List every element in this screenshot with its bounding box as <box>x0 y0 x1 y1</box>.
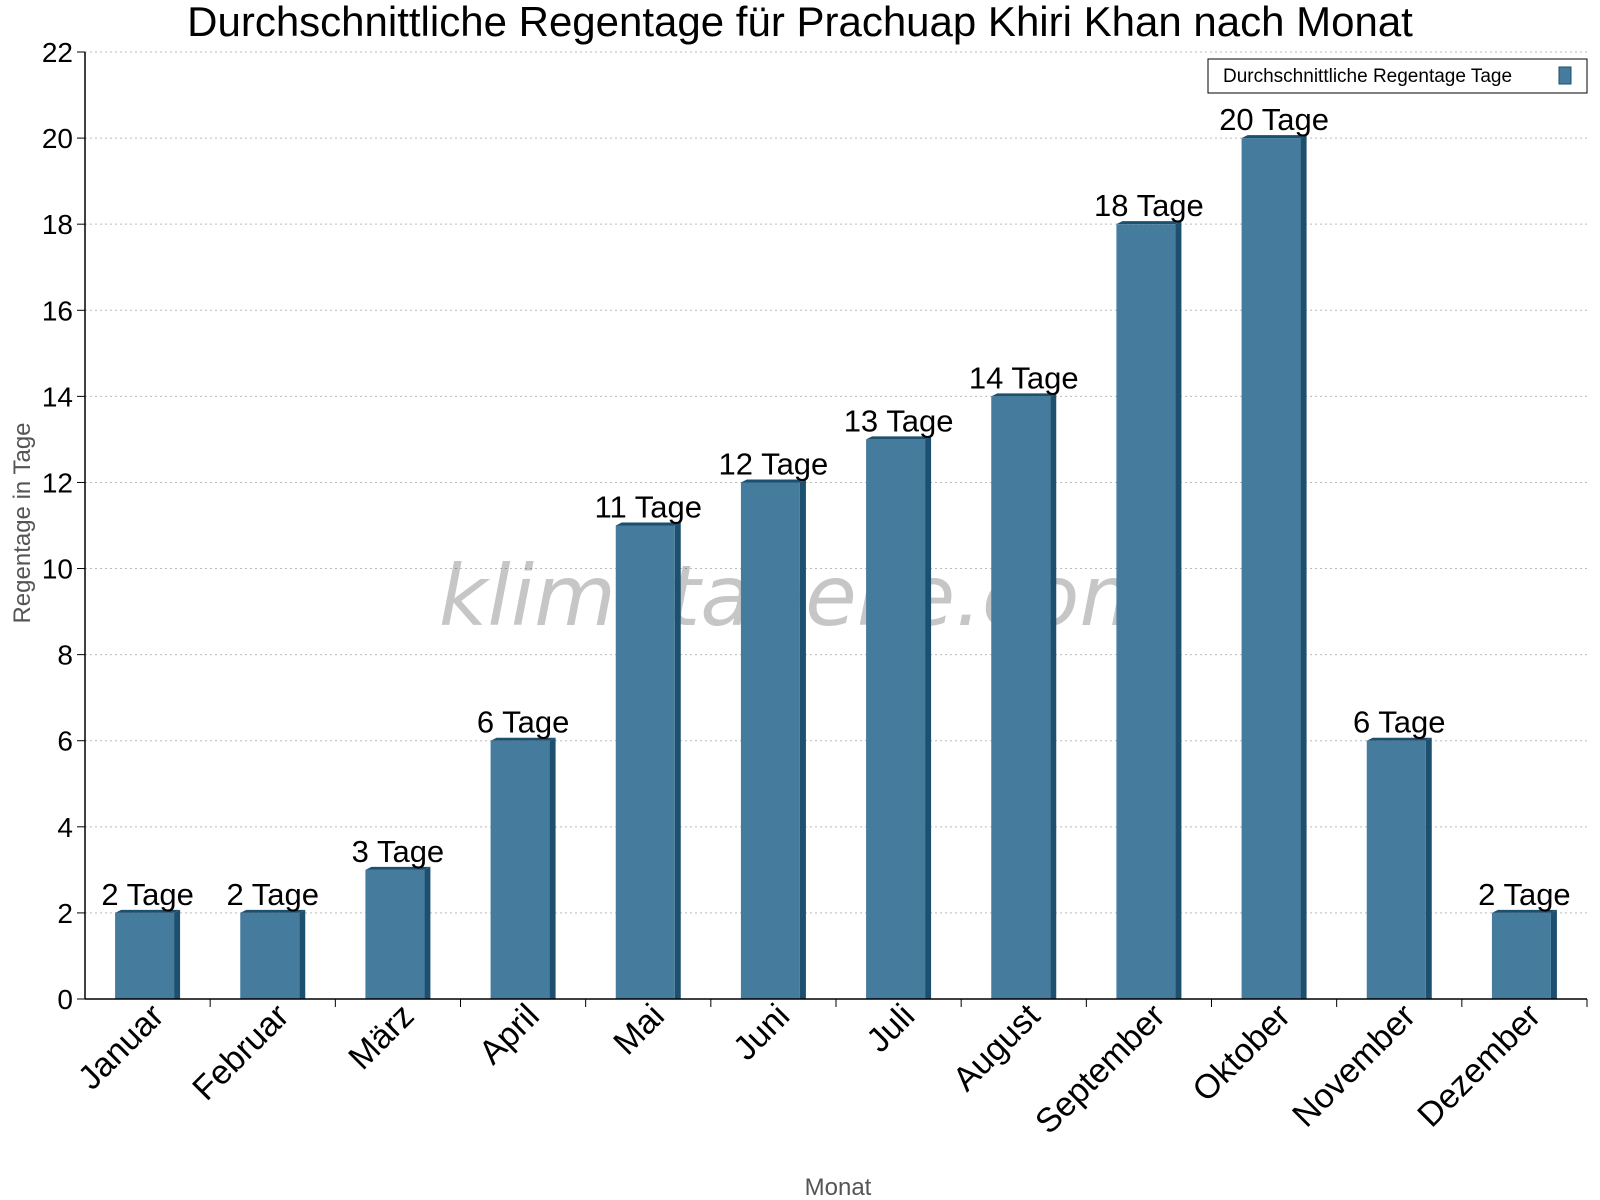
bar-front <box>115 912 175 999</box>
bar-mai <box>615 522 681 999</box>
bar-front <box>365 869 425 999</box>
y-tick-label: 20 <box>42 123 73 154</box>
x-tick-label: November <box>1285 997 1423 1135</box>
data-label: 2 Tage <box>101 877 194 912</box>
data-label: 6 Tage <box>477 705 570 740</box>
bar-top <box>1366 737 1432 741</box>
bar-september <box>1116 221 1182 999</box>
bar-top <box>866 436 932 440</box>
data-label: 11 Tage <box>595 490 702 525</box>
y-tick-label: 22 <box>42 37 73 68</box>
bar-side <box>674 522 681 999</box>
y-ticks: 0 2 4 6 8 10 12 14 16 18 20 22 <box>42 37 85 1015</box>
bar-front <box>1241 138 1301 999</box>
bar-oktober <box>1241 135 1307 999</box>
bar-side <box>1175 221 1182 999</box>
bar-side <box>549 737 556 999</box>
bar-front <box>740 482 800 999</box>
grid-lines <box>85 51 1587 914</box>
legend-label: Durchschnittliche Regentage Tage <box>1223 66 1512 87</box>
bar-juli <box>866 436 932 1000</box>
data-label: 2 Tage <box>226 877 319 912</box>
bar-side <box>299 909 306 999</box>
x-tick-label: Oktober <box>1185 997 1297 1109</box>
bar-top <box>240 909 306 913</box>
legend-swatch <box>1558 66 1572 85</box>
bar-front <box>615 525 675 999</box>
y-tick-label: 14 <box>42 381 73 412</box>
bar-top <box>115 909 181 913</box>
y-tick-label: 18 <box>42 209 73 240</box>
bar-front <box>240 912 300 999</box>
x-tick-label: Dezember <box>1410 997 1548 1135</box>
data-label: 13 Tage <box>844 403 954 438</box>
bar-top <box>1241 135 1307 139</box>
x-ticks: Januar Februar März April Mai Juni Juli AugustS… <box>71 996 1588 1141</box>
y-tick-label: 6 <box>57 726 73 757</box>
data-labels: 2 Tage 2 Tage 3 Tage 6 Tage 11 Tage 12 Tage 13… <box>101 102 1570 912</box>
bar-januar <box>115 909 181 999</box>
legend-box <box>1207 58 1588 94</box>
x-tick-label: Februar <box>185 997 296 1108</box>
bar-top <box>991 393 1057 397</box>
bar-top <box>365 866 431 870</box>
y-axis-label: Regentage in Tage <box>9 422 36 623</box>
bar-side <box>174 909 181 999</box>
bar-november <box>1366 737 1432 999</box>
bar-side <box>1425 737 1432 999</box>
bar-front <box>490 740 550 999</box>
x-axis-label: Monat <box>805 1174 872 1200</box>
data-label: 18 Tage <box>1094 188 1204 223</box>
bar-front <box>1491 912 1551 999</box>
bar-front <box>866 439 926 1000</box>
bar-top <box>1491 909 1557 913</box>
data-label: 3 Tage <box>352 834 445 869</box>
bars <box>115 135 1557 1000</box>
legend: Durchschnittliche Regentage Tage <box>1207 58 1588 94</box>
data-label: 12 Tage <box>719 446 829 481</box>
x-tick-label: Mai <box>606 997 672 1063</box>
bar-side <box>1300 135 1307 999</box>
bar-side <box>925 436 932 1000</box>
chart-title: Durchschnittliche Regentage für Prachuap… <box>187 0 1413 45</box>
x-tick-label: August <box>946 996 1048 1098</box>
y-tick-label: 12 <box>42 467 73 498</box>
data-label: 2 Tage <box>1478 877 1571 912</box>
bar-side <box>1550 909 1557 999</box>
y-tick-label: 4 <box>57 812 73 843</box>
y-tick-label: 16 <box>42 295 73 326</box>
bar-dezember <box>1491 909 1557 999</box>
bar-top <box>615 522 681 526</box>
bar-august <box>991 393 1057 999</box>
bar-februar <box>240 909 306 999</box>
bar-top <box>490 737 556 741</box>
x-tick-label: März <box>341 997 421 1077</box>
y-tick-label: 8 <box>57 640 73 671</box>
bar-märz <box>365 866 431 999</box>
y-tick-label: 0 <box>57 984 73 1015</box>
bar-side <box>799 479 806 999</box>
x-tick-label: September <box>1028 997 1172 1141</box>
y-tick-label: 10 <box>42 554 73 585</box>
x-tick-label: April <box>472 997 547 1072</box>
bar-april <box>490 737 556 999</box>
bar-front <box>991 396 1051 999</box>
x-tick-label: Juni <box>726 997 797 1068</box>
bar-side <box>424 866 431 999</box>
data-label: 6 Tage <box>1353 705 1446 740</box>
data-label: 14 Tage <box>969 360 1079 395</box>
y-tick-label: 2 <box>57 898 73 929</box>
bar-front <box>1116 224 1176 999</box>
bar-front <box>1366 740 1426 999</box>
bar-juni <box>740 479 806 999</box>
data-label: 20 Tage <box>1219 102 1329 137</box>
axes <box>84 52 1587 1000</box>
x-tick-label: Juli <box>859 997 922 1060</box>
bar-top <box>740 479 806 483</box>
x-tick-label: Januar <box>71 997 171 1097</box>
bar-side <box>1050 393 1057 999</box>
bar-top <box>1116 221 1182 225</box>
